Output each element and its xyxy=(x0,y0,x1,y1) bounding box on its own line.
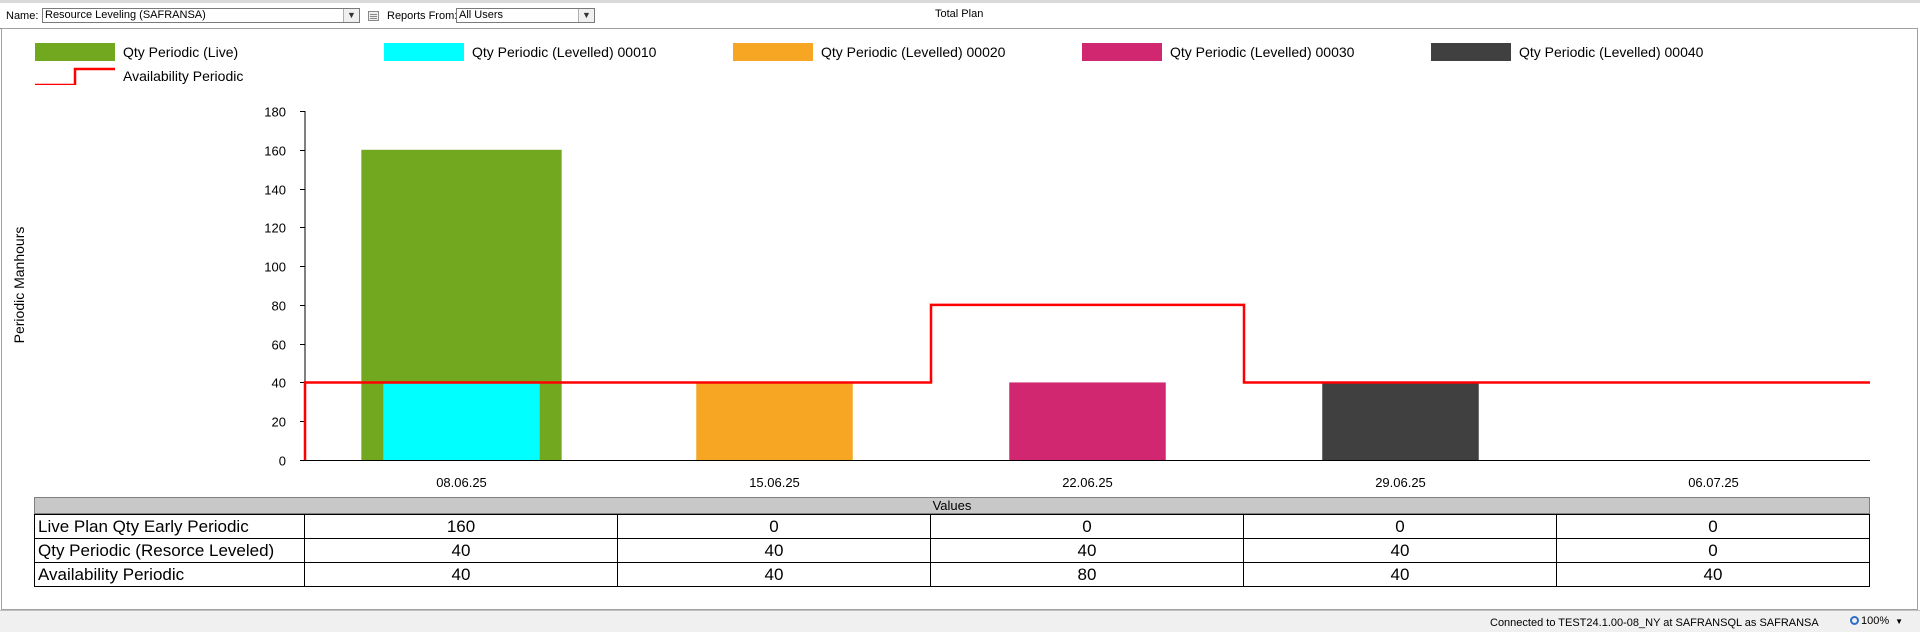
legend-swatch-live xyxy=(35,43,115,61)
reports-from-select[interactable]: All Users ▼ xyxy=(456,8,595,23)
y-tick-label: 120 xyxy=(264,221,286,236)
legend-swatch-levelled-00020 xyxy=(733,43,813,61)
bar-levelled-00010-08.06.25 xyxy=(383,382,540,460)
table-cell: 80 xyxy=(930,562,1244,587)
bar-levelled-00020-15.06.25 xyxy=(696,382,853,460)
zoom-level: 100% xyxy=(1861,615,1890,627)
legend-swatch-levelled-00010 xyxy=(384,43,464,61)
status-bar: Connected to TEST24.1.00-08_NY at SAFRAN… xyxy=(0,610,1920,632)
y-axis-label: Periodic Manhours xyxy=(11,227,27,344)
table-row: Qty Periodic (Resorce Leveled) 40 40 40 … xyxy=(34,538,1870,563)
chevron-down-icon[interactable]: ▼ xyxy=(343,9,359,22)
y-tick-label: 40 xyxy=(272,376,286,391)
plan-title: Total Plan xyxy=(935,8,984,20)
availability-step-line xyxy=(303,303,1870,460)
table-cell: 0 xyxy=(617,514,931,539)
row-label: Availability Periodic xyxy=(34,562,305,587)
x-tick-label: 29.06.25 xyxy=(1375,475,1426,490)
report-options-icon[interactable] xyxy=(368,11,379,21)
connection-status: Connected to TEST24.1.00-08_NY at SAFRAN… xyxy=(1490,617,1819,629)
report-toolbar: Name: Resource Leveling (SAFRANSA) ▼ Rep… xyxy=(0,3,1918,29)
name-label: Name: xyxy=(6,10,39,22)
magnifier-icon xyxy=(1850,616,1859,625)
table-cell: 0 xyxy=(1243,514,1557,539)
table-cell: 0 xyxy=(1556,514,1870,539)
x-tick-label: 15.06.25 xyxy=(749,475,800,490)
bar-chart: 0 20 40 60 80 100 120 140 160 180 08.06.25 15.06.25… xyxy=(11,105,1870,490)
name-select-value: Resource Leveling (SAFRANSA) xyxy=(45,9,206,21)
table-cell: 0 xyxy=(1556,538,1870,563)
reports-from-label: Reports From: xyxy=(387,10,458,22)
y-tick-label: 0 xyxy=(279,454,286,469)
window-top-edge xyxy=(0,0,1920,3)
y-tick-label: 180 xyxy=(264,105,286,120)
legend-label: Qty Periodic (Levelled) 00030 xyxy=(1170,44,1355,60)
legend-swatch-levelled-00040 xyxy=(1431,43,1511,61)
table-cell: 40 xyxy=(930,538,1244,563)
table-cell: 40 xyxy=(1556,562,1870,587)
chevron-down-icon[interactable]: ▼ xyxy=(578,9,594,22)
row-label: Live Plan Qty Early Periodic xyxy=(34,514,305,539)
zoom-control[interactable]: 100% ▼ xyxy=(1850,615,1903,627)
x-tick-label: 22.06.25 xyxy=(1062,475,1113,490)
y-tick-label: 140 xyxy=(264,183,286,198)
values-table: Live Plan Qty Early Periodic 160 0 0 0 0… xyxy=(34,514,1870,587)
table-row: Availability Periodic 40 40 80 40 40 xyxy=(34,562,1870,587)
values-table-header: Values xyxy=(34,497,1870,514)
bar-levelled-00040-29.06.25 xyxy=(1322,382,1479,460)
table-cell: 40 xyxy=(617,538,931,563)
y-tick-label: 60 xyxy=(272,338,286,353)
y-tick-label: 20 xyxy=(272,415,286,430)
table-cell: 40 xyxy=(304,538,618,563)
y-tick-label: 80 xyxy=(272,299,286,314)
y-tick-label: 100 xyxy=(264,260,286,275)
table-row: Live Plan Qty Early Periodic 160 0 0 0 0 xyxy=(34,514,1870,539)
legend-swatch-availability xyxy=(35,67,115,85)
chevron-down-icon[interactable]: ▼ xyxy=(1895,617,1904,626)
name-select[interactable]: Resource Leveling (SAFRANSA) ▼ xyxy=(42,8,360,23)
table-cell: 0 xyxy=(930,514,1244,539)
bar-levelled-00030-22.06.25 xyxy=(1009,382,1166,460)
legend-label: Qty Periodic (Live) xyxy=(123,44,239,60)
table-cell: 40 xyxy=(617,562,931,587)
x-tick-label: 06.07.25 xyxy=(1688,475,1739,490)
legend-label: Qty Periodic (Levelled) 00020 xyxy=(821,44,1006,60)
legend-label: Qty Periodic (Levelled) 00010 xyxy=(472,44,657,60)
reports-from-value: All Users xyxy=(459,9,504,21)
legend-swatch-levelled-00030 xyxy=(1082,43,1162,61)
table-cell: 40 xyxy=(1243,538,1557,563)
table-cell: 160 xyxy=(304,514,618,539)
table-cell: 40 xyxy=(1243,562,1557,587)
row-label: Qty Periodic (Resorce Leveled) xyxy=(34,538,305,563)
x-tick-label: 08.06.25 xyxy=(436,475,487,490)
table-cell: 40 xyxy=(304,562,618,587)
legend-label: Qty Periodic (Levelled) 00040 xyxy=(1519,44,1704,60)
legend-label: Availability Periodic xyxy=(123,68,244,84)
y-tick-label: 160 xyxy=(264,144,286,159)
